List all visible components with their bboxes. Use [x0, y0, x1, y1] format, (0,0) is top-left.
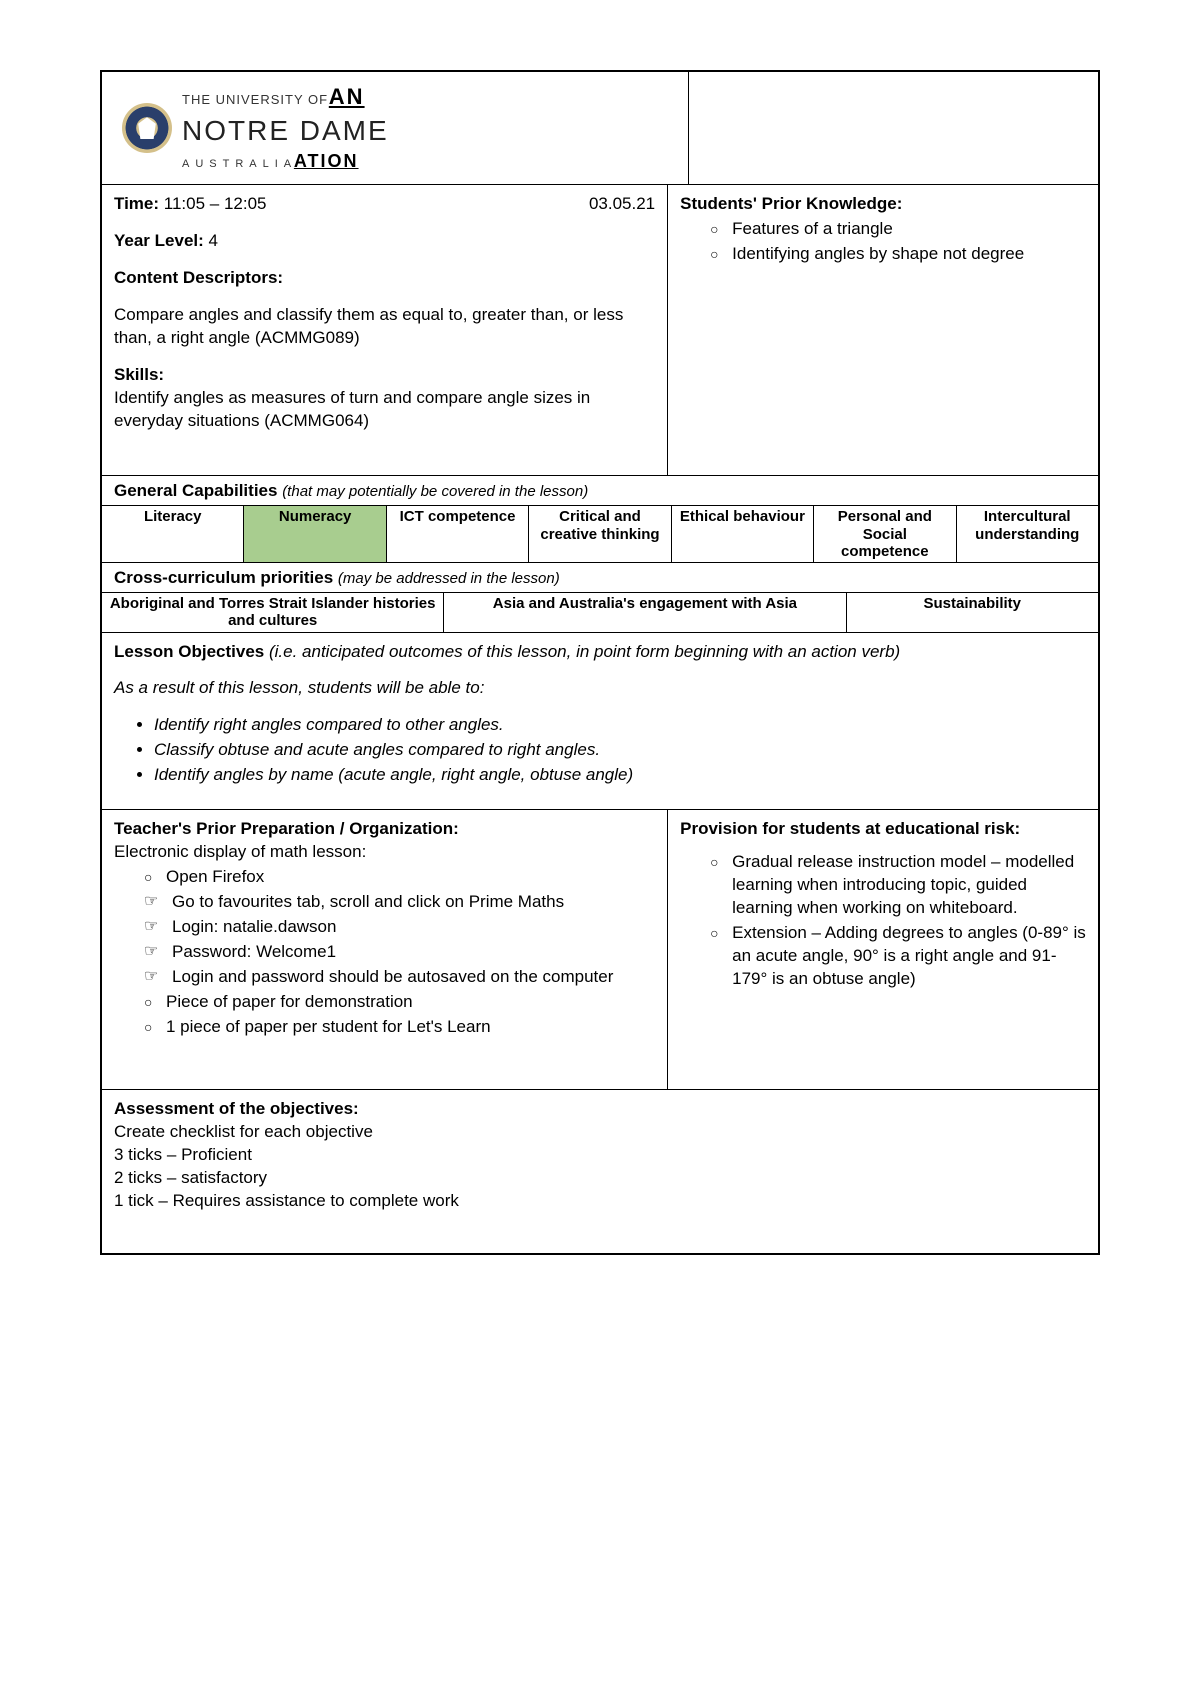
page: THE UNIVERSITY OF AN NOTRE DAME AUSTRALI…: [0, 0, 1200, 1698]
cap-ethical: Ethical behaviour: [672, 506, 814, 562]
prior-label: Students' Prior Knowledge:: [680, 193, 1086, 216]
logo-cell: THE UNIVERSITY OF AN NOTRE DAME AUSTRALI…: [102, 72, 689, 185]
prior-item: Features of a triangle: [710, 218, 1086, 241]
lesson-plan-table: THE UNIVERSITY OF AN NOTRE DAME AUSTRALI…: [100, 70, 1100, 1255]
assess-line: 2 ticks – satisfactory: [114, 1167, 1086, 1190]
ccp-header: Cross-curriculum priorities (may be addr…: [102, 562, 1098, 592]
time-value: 11:05 – 12:05: [164, 194, 267, 213]
prep-label: Teacher's Prior Preparation / Organizati…: [114, 818, 655, 841]
cd-text: Compare angles and classify them as equa…: [114, 304, 655, 350]
prep-hand-item: Password: Welcome1: [144, 941, 655, 964]
ccp-asia: Asia and Australia's engagement with Asi…: [444, 593, 846, 632]
obj-header: Lesson Objectives (i.e. anticipated outc…: [114, 641, 1086, 664]
assess-line: 1 tick – Requires assistance to complete…: [114, 1190, 1086, 1213]
risk-list: Gradual release instruction model – mode…: [710, 851, 1086, 991]
info-row: Time: 11:05 – 12:05 03.05.21 Year Level:…: [102, 185, 1098, 475]
prior-item: Identifying angles by shape not degree: [710, 243, 1086, 266]
cap-numeracy: Numeracy: [244, 506, 386, 562]
header-row: THE UNIVERSITY OF AN NOTRE DAME AUSTRALI…: [102, 72, 1098, 185]
prep-intro: Electronic display of math lesson:: [114, 841, 655, 864]
prep-hand-item: Go to favourites tab, scroll and click o…: [144, 891, 655, 914]
cap-critical: Critical and creative thinking: [529, 506, 671, 562]
obj-intro: As a result of this lesson, students wil…: [114, 677, 1086, 700]
prep-hand-item: Login: natalie.dawson: [144, 916, 655, 939]
year-value: 4: [209, 231, 218, 250]
skills-text: Identify angles as measures of turn and …: [114, 387, 655, 433]
time-label: Time:: [114, 194, 159, 213]
cap-literacy: Literacy: [102, 506, 244, 562]
university-crest-icon: [122, 103, 172, 153]
gc-label: General Capabilities: [114, 481, 277, 500]
cd-label: Content Descriptors:: [114, 267, 655, 290]
prep-item: Open Firefox: [144, 866, 655, 889]
ccp-note: (may be addressed in the lesson): [338, 570, 560, 587]
left-info: Time: 11:05 – 12:05 03.05.21 Year Level:…: [102, 185, 668, 475]
logo-top: THE UNIVERSITY OF: [182, 92, 328, 107]
obj-list: Identify right angles compared to other …: [154, 714, 1086, 787]
prep-hands-list: Go to favourites tab, scroll and click o…: [144, 891, 655, 989]
time-date: Time: 11:05 – 12:05 03.05.21: [114, 193, 655, 216]
year-label: Year Level:: [114, 231, 204, 250]
prep-item: 1 piece of paper per student for Let's L…: [144, 1016, 655, 1039]
risk-item: Extension – Adding degrees to angles (0-…: [710, 922, 1086, 991]
gc-note: (that may potentially be covered in the …: [282, 483, 588, 500]
year-level: Year Level: 4: [114, 230, 655, 253]
time: Time: 11:05 – 12:05: [114, 193, 267, 216]
date: 03.05.21: [589, 193, 655, 216]
ccp-label: Cross-curriculum priorities: [114, 568, 333, 587]
assess-label: Assessment of the objectives:: [114, 1098, 1086, 1121]
ccp-row: Aboriginal and Torres Strait Islander hi…: [102, 592, 1098, 632]
risk-section: Provision for students at educational ri…: [668, 810, 1098, 1089]
cap-intercultural: Intercultural understanding: [957, 506, 1098, 562]
prep-hand-item: Login and password should be autosaved o…: [144, 966, 655, 989]
ccp-aboriginal: Aboriginal and Torres Strait Islander hi…: [102, 593, 444, 632]
prep-section: Teacher's Prior Preparation / Organizati…: [102, 810, 668, 1089]
capabilities-row: Literacy Numeracy ICT competence Critica…: [102, 505, 1098, 562]
obj-label: Lesson Objectives: [114, 642, 264, 661]
prior-list: Features of a triangle Identifying angle…: [710, 218, 1086, 266]
logo-suffix2: ATION: [294, 151, 359, 171]
prep-item: Piece of paper for demonstration: [144, 991, 655, 1014]
risk-label: Provision for students at educational ri…: [680, 818, 1086, 841]
gc-header: General Capabilities (that may potential…: [102, 475, 1098, 505]
logo-text: THE UNIVERSITY OF AN NOTRE DAME AUSTRALI…: [182, 82, 389, 174]
obj-note: (i.e. anticipated outcomes of this lesso…: [269, 642, 900, 661]
skills-label: Skills:: [114, 364, 655, 387]
assessment-section: Assessment of the objectives: Create che…: [102, 1089, 1098, 1253]
ccp-sustainability: Sustainability: [847, 593, 1099, 632]
logo-top-line: THE UNIVERSITY OF AN: [182, 82, 389, 112]
logo-right-empty: [689, 72, 1098, 185]
assess-line: Create checklist for each objective: [114, 1121, 1086, 1144]
logo-bottom-line: AUSTRALIA ATION: [182, 149, 389, 174]
obj-item: Classify obtuse and acute angles compare…: [154, 739, 1086, 762]
logo-main: NOTRE DAME: [182, 115, 389, 146]
obj-item: Identify angles by name (acute angle, ri…: [154, 764, 1086, 787]
assess-line: 3 ticks – Proficient: [114, 1144, 1086, 1167]
prep-list-1: Open Firefox: [144, 866, 655, 889]
risk-item: Gradual release instruction model – mode…: [710, 851, 1086, 920]
right-info: Students' Prior Knowledge: Features of a…: [668, 185, 1098, 475]
logo-suffix: AN: [329, 84, 365, 109]
prep-list-2: Piece of paper for demonstration 1 piece…: [144, 991, 655, 1039]
cap-personal: Personal and Social competence: [814, 506, 956, 562]
logo-bottom: AUSTRALIA: [182, 158, 297, 170]
obj-item: Identify right angles compared to other …: [154, 714, 1086, 737]
cap-ict: ICT competence: [387, 506, 529, 562]
prep-risk-row: Teacher's Prior Preparation / Organizati…: [102, 809, 1098, 1089]
logo-main-line: NOTRE DAME: [182, 112, 389, 150]
objectives-section: Lesson Objectives (i.e. anticipated outc…: [102, 632, 1098, 810]
